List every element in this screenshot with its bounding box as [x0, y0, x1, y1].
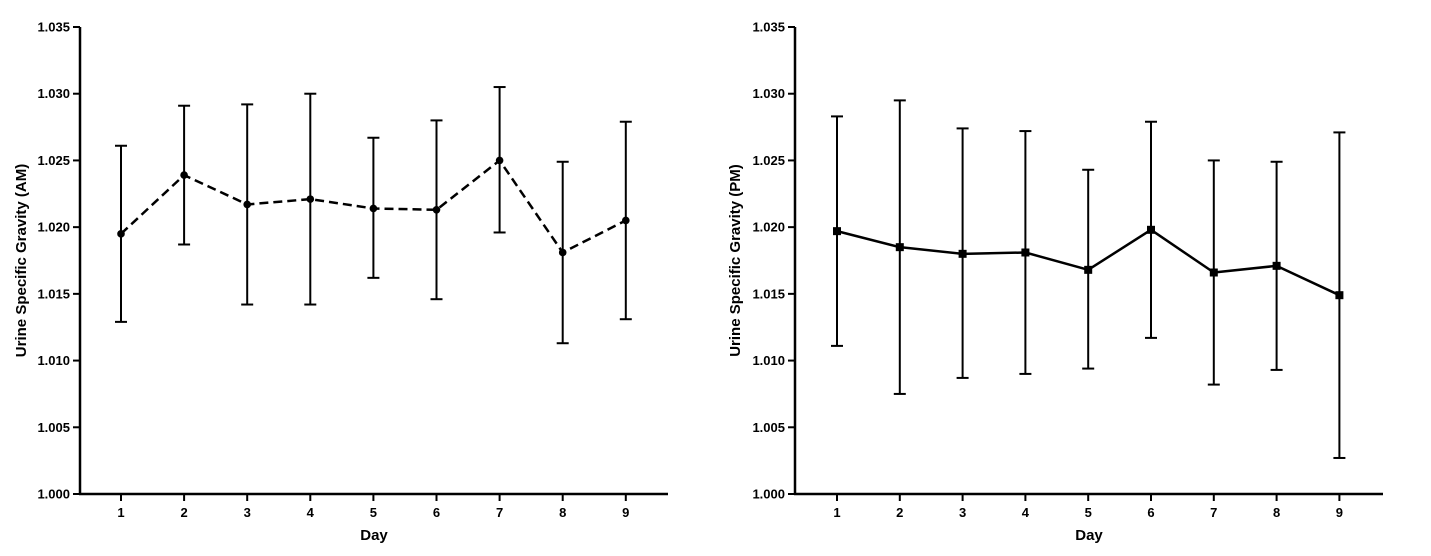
y-tick-label: 1.030: [752, 86, 785, 101]
x-axis-title: Day: [360, 527, 388, 544]
x-tick-label: 3: [244, 505, 251, 520]
data-point: [1084, 265, 1093, 274]
data-point: [243, 200, 251, 209]
x-tick-label: 2: [896, 505, 903, 520]
y-tick-label: 1.010: [37, 353, 70, 368]
data-point: [180, 171, 188, 179]
x-tick-label: 5: [370, 505, 377, 520]
data-point: [117, 230, 125, 238]
y-tick-label: 1.020: [37, 220, 70, 235]
x-tick-label: 4: [1022, 505, 1030, 520]
y-tick-label: 1.035: [752, 20, 785, 35]
y-axis-title: Urine Specific Gravity (PM): [727, 164, 744, 357]
data-point: [1147, 225, 1155, 234]
data-point: [306, 195, 315, 203]
x-tick-label: 2: [180, 505, 187, 520]
y-tick-label: 1.015: [37, 286, 70, 301]
data-point: [1335, 291, 1344, 300]
x-tick-label: 4: [307, 505, 315, 520]
x-tick-label: 6: [433, 505, 440, 520]
x-tick-label: 7: [496, 505, 503, 520]
data-point: [1209, 268, 1218, 277]
y-tick-label: 1.020: [752, 220, 785, 235]
chart-panel-2: 1.000 1.005 1.010 1.015 1.020 1.025 1.030 1.035…: [727, 20, 1383, 544]
data-point: [958, 249, 967, 258]
x-axis-title: Day: [1075, 527, 1103, 544]
y-tick-label: 1.010: [752, 353, 785, 368]
data-point: [432, 205, 441, 214]
y-tick-label: 1.035: [37, 20, 70, 35]
y-tick-label: 1.000: [752, 487, 785, 502]
y-tick-label: 1.000: [37, 487, 70, 502]
data-point: [895, 243, 904, 252]
data-point: [1021, 248, 1030, 257]
x-tick-label: 1: [833, 505, 840, 520]
x-tick-label: 6: [1147, 505, 1154, 520]
y-tick-label: 1.005: [37, 420, 70, 435]
y-tick-label: 1.025: [752, 153, 785, 168]
x-tick-label: 5: [1085, 505, 1092, 520]
y-tick-label: 1.005: [752, 420, 785, 435]
chart-panel-1: 1.000 1.005 1.010 1.015 1.020 1.025 1.030 1.035…: [13, 20, 668, 544]
y-tick-label: 1.015: [752, 286, 785, 301]
data-point: [369, 204, 378, 213]
x-tick-label: 3: [959, 505, 966, 520]
data-point: [495, 156, 504, 165]
x-tick-label: 8: [1273, 505, 1280, 520]
data-point: [833, 227, 841, 236]
x-tick-label: 7: [1210, 505, 1217, 520]
x-tick-label: 1: [117, 505, 124, 520]
y-tick-label: 1.025: [37, 153, 70, 168]
data-point: [622, 216, 630, 225]
x-tick-label: 9: [1336, 505, 1343, 520]
x-tick-label: 8: [559, 505, 566, 520]
data-point: [1272, 261, 1281, 270]
y-axis-title: Urine Specific Gravity (AM): [13, 164, 30, 357]
x-tick-label: 9: [622, 505, 629, 520]
y-tick-label: 1.030: [37, 86, 70, 101]
data-point: [558, 248, 567, 257]
